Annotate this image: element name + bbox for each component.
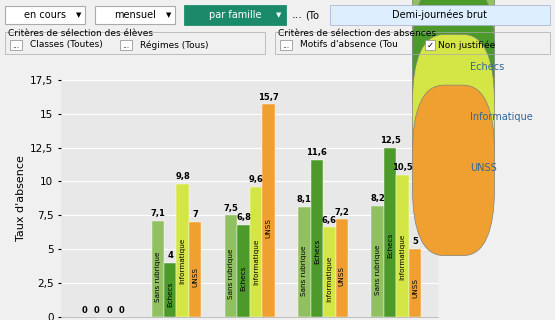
Text: 8,2: 8,2 xyxy=(370,194,385,203)
Text: Régimes (Tous): Régimes (Tous) xyxy=(140,40,209,50)
Text: 7: 7 xyxy=(192,210,198,220)
Bar xyxy=(371,206,384,317)
Bar xyxy=(120,40,132,50)
Text: Echecs: Echecs xyxy=(240,266,246,291)
Bar xyxy=(164,263,176,317)
Text: 5: 5 xyxy=(412,237,418,246)
Text: mensuel: mensuel xyxy=(114,10,156,20)
Bar xyxy=(298,207,311,317)
Bar xyxy=(330,5,550,25)
FancyBboxPatch shape xyxy=(412,35,495,205)
Bar xyxy=(152,221,164,317)
Text: UNSS: UNSS xyxy=(265,218,271,237)
Text: en cours: en cours xyxy=(24,10,66,20)
Text: Informatique: Informatique xyxy=(253,239,259,285)
Text: 8,1: 8,1 xyxy=(297,196,312,204)
Bar xyxy=(225,215,238,317)
Text: 4: 4 xyxy=(167,251,173,260)
Bar xyxy=(185,6,285,24)
Bar xyxy=(189,222,201,317)
Text: Informatique: Informatique xyxy=(471,112,533,122)
Text: 10,5: 10,5 xyxy=(392,163,413,172)
Text: Sans rubrique: Sans rubrique xyxy=(375,245,381,295)
Bar xyxy=(384,148,396,317)
Bar xyxy=(10,40,22,50)
Text: 0: 0 xyxy=(107,307,112,316)
Text: Informatique: Informatique xyxy=(400,234,406,280)
Bar xyxy=(5,32,265,54)
Text: 11,6: 11,6 xyxy=(306,148,327,157)
Text: Informatique: Informatique xyxy=(326,256,332,302)
Bar xyxy=(95,6,175,24)
Bar xyxy=(311,160,323,317)
Bar xyxy=(238,225,250,317)
Text: Informatique: Informatique xyxy=(180,238,186,284)
Bar xyxy=(275,32,550,54)
Bar xyxy=(425,40,435,50)
Text: Echecs: Echecs xyxy=(471,62,504,72)
Text: ✓: ✓ xyxy=(426,41,433,50)
Text: 0: 0 xyxy=(94,307,100,316)
Text: par famille: par famille xyxy=(209,10,261,20)
Bar xyxy=(176,184,189,317)
Text: UNSS: UNSS xyxy=(471,163,497,173)
Text: 6,8: 6,8 xyxy=(236,213,251,222)
Text: 6,6: 6,6 xyxy=(322,216,337,225)
Text: Demi-journées brut: Demi-journées brut xyxy=(392,10,487,20)
Text: ▼: ▼ xyxy=(276,12,282,18)
Bar xyxy=(336,220,348,317)
Text: Classes (Toutes): Classes (Toutes) xyxy=(30,41,103,50)
Text: Non justifiée: Non justifiée xyxy=(438,40,495,50)
FancyBboxPatch shape xyxy=(412,85,495,256)
Bar xyxy=(280,40,292,50)
Bar xyxy=(262,104,275,317)
Text: Echecs: Echecs xyxy=(387,233,393,259)
Text: ...: ... xyxy=(282,41,290,50)
Y-axis label: Taux d'absence: Taux d'absence xyxy=(16,156,26,241)
Text: Echecs: Echecs xyxy=(314,238,320,264)
Text: 0: 0 xyxy=(82,307,87,316)
Text: Sans rubrique: Sans rubrique xyxy=(471,11,538,21)
Bar xyxy=(5,6,85,24)
Text: 9,6: 9,6 xyxy=(249,175,264,184)
Text: 15,7: 15,7 xyxy=(258,93,279,102)
Text: Critères de sélection des élèves: Critères de sélection des élèves xyxy=(8,29,153,38)
Text: Sans rubrique: Sans rubrique xyxy=(228,249,234,300)
Bar xyxy=(409,249,421,317)
Text: UNSS: UNSS xyxy=(192,267,198,287)
Text: Echecs: Echecs xyxy=(167,281,173,307)
Bar xyxy=(396,175,409,317)
FancyBboxPatch shape xyxy=(412,0,495,154)
Text: ...: ... xyxy=(12,41,19,50)
Text: 9,8: 9,8 xyxy=(175,172,190,181)
Text: 12,5: 12,5 xyxy=(380,136,401,145)
Text: Critères de sélection des absences: Critères de sélection des absences xyxy=(278,29,436,38)
Text: 7,5: 7,5 xyxy=(224,204,239,212)
Text: ▼: ▼ xyxy=(166,12,171,18)
Text: (To: (To xyxy=(305,10,319,20)
Bar xyxy=(323,228,336,317)
Text: ...: ... xyxy=(292,10,303,20)
Text: 7,2: 7,2 xyxy=(334,208,349,217)
Text: UNSS: UNSS xyxy=(339,266,345,286)
Text: 0: 0 xyxy=(119,307,125,316)
Text: 7,1: 7,1 xyxy=(150,209,165,218)
Text: Sans rubrique: Sans rubrique xyxy=(155,251,161,302)
Text: Motifs d'absence (Tou: Motifs d'absence (Tou xyxy=(300,41,398,50)
Bar xyxy=(250,187,262,317)
FancyBboxPatch shape xyxy=(412,0,495,104)
Text: UNSS: UNSS xyxy=(412,278,418,298)
Text: ▼: ▼ xyxy=(77,12,82,18)
Text: Sans rubrique: Sans rubrique xyxy=(301,245,307,296)
Text: ...: ... xyxy=(123,41,129,50)
